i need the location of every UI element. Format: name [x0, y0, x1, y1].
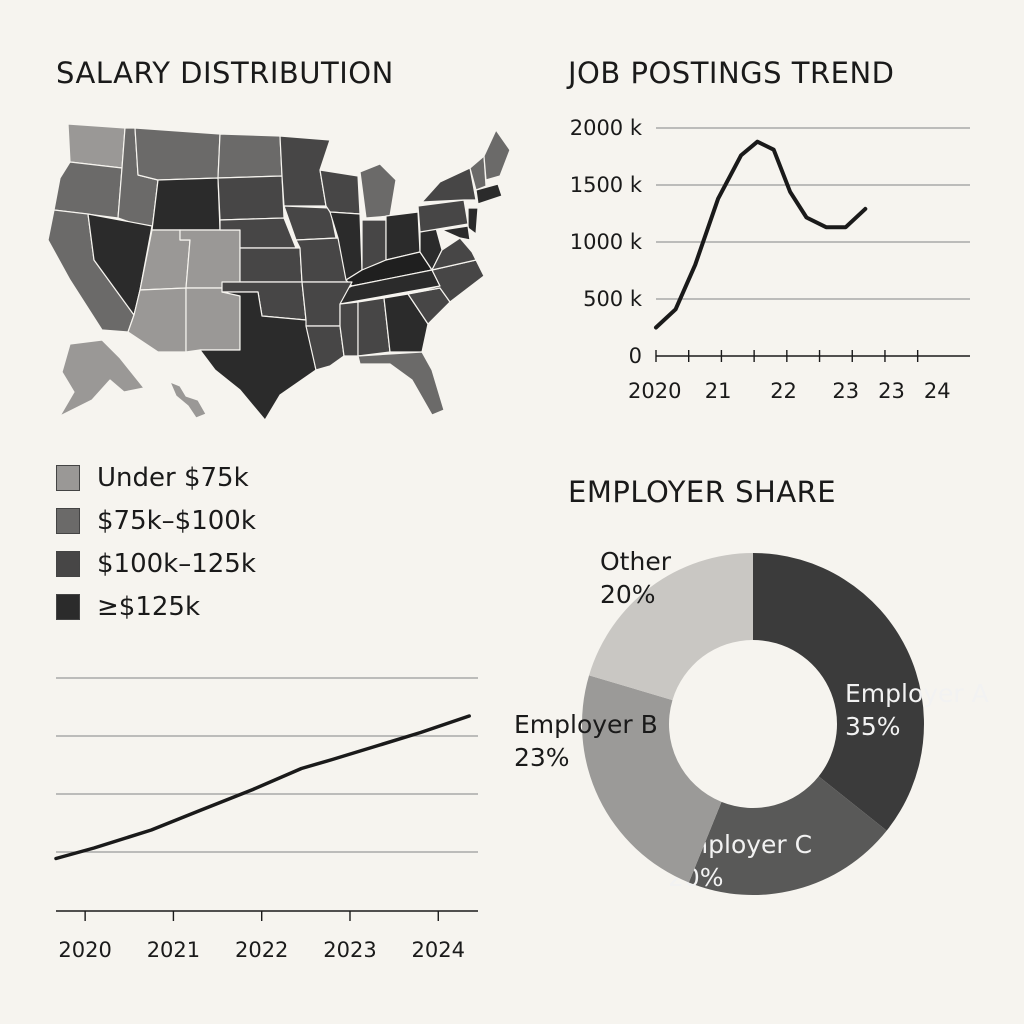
map-region-north-dakota — [217, 133, 283, 179]
map-region-michigan — [359, 163, 397, 219]
legend-item: ≥$125k — [56, 585, 256, 628]
y-tick-label: 1000 k — [570, 230, 643, 254]
x-tick-label: 23 — [878, 379, 905, 403]
legend-swatch-tier4 — [56, 593, 80, 620]
pie-slice-employer-c — [688, 776, 887, 895]
map-region-oregon — [53, 161, 123, 219]
slice-label: Other — [600, 547, 672, 576]
map-region-virginia — [431, 237, 477, 271]
slice-percent: 20% — [600, 580, 656, 609]
x-tick-label: 21 — [705, 379, 732, 403]
map-region-alaska — [59, 339, 145, 417]
map-region-massachusetts-ct — [475, 183, 503, 205]
slice-label: Employer B — [514, 710, 658, 739]
y-tick-label: 1500 k — [570, 173, 643, 197]
map-region-texas — [199, 291, 317, 421]
map-region-iowa — [283, 205, 337, 241]
legend-swatch-tier2 — [56, 507, 80, 534]
job-postings-series-line — [654, 139, 868, 330]
slice-label: Employer A — [845, 679, 989, 708]
legend-label: ≥$125k — [97, 591, 201, 622]
legend-label: Under $75k — [97, 462, 249, 493]
slice-percent: 23% — [514, 743, 570, 772]
map-region-north-carolina — [405, 259, 485, 303]
map-region-montana — [134, 127, 221, 181]
salary-legend: Under $75k $75k–$100k $100k–125k ≥$125k — [56, 456, 256, 628]
x-tick-label: 2024 — [412, 938, 465, 962]
legend-label: $75k–$100k — [97, 505, 256, 536]
map-region-maryland — [441, 225, 471, 241]
x-tick-label: 2020 — [628, 379, 681, 403]
salary-trend-series-line — [54, 714, 471, 861]
legend-item: Under $75k — [56, 456, 256, 499]
job-postings-chart: 0 500 k 1000 k 1500 k 2000 k 2020 21 22 23 23 24 — [570, 116, 970, 403]
map-region-florida — [357, 351, 445, 416]
map-region-new-york — [421, 167, 477, 203]
map-region-new-jersey — [467, 207, 479, 235]
x-tick-label: 2020 — [58, 938, 111, 962]
x-tick-label: 23 — [832, 379, 859, 403]
map-region-mississippi — [339, 301, 359, 357]
y-tick-label: 500 k — [583, 287, 643, 311]
map-region-maine — [483, 129, 511, 181]
map-region-louisiana — [305, 325, 345, 371]
x-tick-label: 2023 — [323, 938, 376, 962]
legend-label: $100k–125k — [97, 548, 256, 579]
y-tick-label: 2000 k — [570, 116, 643, 140]
employer-share-title: EMPLOYER SHARE — [568, 475, 837, 509]
legend-item: $100k–125k — [56, 542, 256, 585]
map-region-new-mexico — [185, 287, 241, 353]
pie-slice-employer-a — [753, 553, 924, 831]
employer-share-chart: Employer A35%Employer C20%Employer B23%O… — [514, 547, 989, 895]
salary-trend-chart: 2020 2021 2022 2023 2024 — [54, 677, 478, 962]
x-tick-label: 24 — [924, 379, 951, 403]
legend-swatch-tier1 — [56, 464, 80, 491]
x-tick-label: 22 — [770, 379, 797, 403]
pie-slice-employer-b — [582, 675, 722, 883]
x-tick-label: 2021 — [147, 938, 200, 962]
pie-slice-other — [589, 553, 753, 701]
x-tick-label: 2022 — [235, 938, 288, 962]
map-region-hawaii — [169, 381, 207, 419]
map-region-wyoming — [151, 177, 221, 231]
map-region-colorado — [179, 229, 241, 289]
legend-item: $75k–$100k — [56, 499, 256, 542]
legend-swatch-tier3 — [56, 550, 80, 577]
map-region-washington — [67, 123, 126, 169]
salary-distribution-title: SALARY DISTRIBUTION — [56, 56, 394, 90]
map-region-kansas — [239, 247, 303, 283]
us-salary-map — [47, 123, 511, 421]
job-postings-title: JOB POSTINGS TREND — [568, 56, 895, 90]
map-region-south-dakota — [217, 175, 285, 221]
y-tick-label: 0 — [629, 344, 642, 368]
map-region-vermont-nh — [469, 155, 487, 191]
slice-percent: 35% — [845, 712, 901, 741]
